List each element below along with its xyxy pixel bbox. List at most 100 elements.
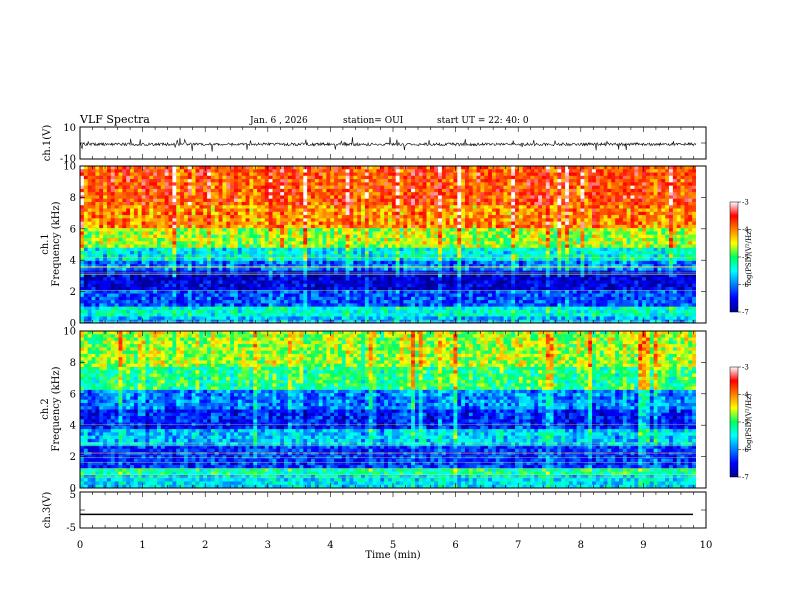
spectrogram-cell [310, 172, 316, 177]
spectrogram-cell [653, 244, 658, 249]
spectrogram-cell [210, 251, 216, 255]
spectrogram-cell [669, 257, 674, 262]
spectrogram-cell [226, 188, 231, 193]
spectrogram-cell [642, 221, 647, 226]
spectrogram-cell [153, 179, 158, 183]
spectrogram-cell [565, 195, 570, 200]
spectrogram-cell [249, 241, 254, 245]
spectrogram-cell [399, 185, 404, 190]
spectrogram-cell [249, 260, 254, 265]
spectrogram-cell [464, 175, 470, 180]
spectrogram-cell [307, 211, 312, 216]
spectrogram-cell [207, 228, 212, 232]
spectrogram-cell [480, 234, 485, 239]
spectrogram-cell [464, 188, 470, 193]
spectrogram-cell [434, 234, 439, 239]
spectrogram-cell [191, 224, 196, 229]
spectrogram-cell [126, 224, 131, 229]
spectrogram-cell [557, 169, 562, 173]
spectrogram-cell [464, 215, 470, 219]
spectrogram-cell [141, 251, 146, 255]
spectrogram-cell [361, 172, 366, 177]
spectrogram-cell [680, 166, 685, 170]
spectrogram-cell [272, 198, 277, 203]
spectrogram-cell [164, 251, 169, 255]
spectrogram-cell [299, 208, 304, 213]
spectrogram-cell [588, 215, 593, 219]
spectrogram-cell [484, 169, 489, 173]
spectrogram-cell [361, 195, 366, 200]
spectrogram-cell [103, 175, 108, 180]
spectrogram-cell [649, 192, 655, 196]
spectrogram-cell [218, 172, 223, 177]
spectrogram-cell [576, 218, 581, 222]
spectrogram-cell [118, 182, 123, 187]
spectrogram-cell [688, 172, 693, 177]
spectrogram-cell [230, 198, 235, 203]
spectrogram-cell [622, 244, 628, 249]
spectrogram-cell [103, 264, 108, 268]
spectrogram-cell [145, 195, 150, 200]
spectrogram-cell [611, 211, 616, 216]
spectrogram-cell [399, 182, 404, 187]
spectrogram-cell [592, 166, 597, 170]
spectrogram-cell [665, 254, 670, 258]
spectrogram-cell [341, 228, 347, 232]
spectrogram-cell [114, 175, 119, 180]
spectrogram-cell [91, 241, 96, 245]
spectrogram-cell [137, 244, 142, 249]
spectrogram-cell [230, 188, 235, 193]
spectrogram-cell [661, 192, 666, 196]
spectrogram-cell [83, 205, 89, 209]
spectrogram-cell [430, 175, 435, 180]
spectrogram-cell [426, 224, 431, 229]
spectrogram-cell [553, 182, 558, 187]
spectrogram-cell [499, 188, 504, 193]
spectrogram-cell [545, 192, 551, 196]
spectrogram-cell [114, 264, 119, 268]
spectrogram-cell [653, 195, 658, 200]
spectrogram-cell [449, 205, 454, 209]
spectrogram-cell [257, 218, 262, 222]
spectrogram-cell [349, 208, 354, 213]
spectrogram-cell [318, 237, 323, 242]
spectrogram-cell [630, 172, 635, 177]
spectrogram-cell [511, 260, 516, 265]
spectrogram-cell [688, 182, 693, 187]
spectrogram-cell [676, 185, 681, 190]
spectrogram-cell [345, 251, 350, 255]
spectrogram-cell [595, 221, 601, 226]
spectrogram-cell [114, 218, 119, 222]
spectrogram-cell [692, 244, 697, 249]
spectrogram-cell [195, 254, 200, 258]
spectrogram-cell [249, 175, 254, 180]
spectrogram-cell [680, 175, 685, 180]
spectrogram-cell [384, 215, 389, 219]
spectrogram-cell [391, 218, 397, 222]
spectrogram-cell [599, 231, 604, 236]
spectrogram-cell [665, 221, 670, 226]
spectrogram-cell [484, 215, 489, 219]
spectrogram-cell [318, 188, 323, 193]
spectrogram-cell [172, 260, 177, 265]
spectrogram-cell [207, 198, 212, 203]
spectrogram-cell [688, 188, 693, 193]
spectrogram-cell [168, 251, 173, 255]
spectrogram-cell [234, 169, 239, 173]
spectrogram-cell [249, 218, 254, 222]
spectrogram-cell [361, 185, 366, 190]
spectrogram-cell [449, 237, 454, 242]
spectrogram-cell [272, 228, 277, 232]
spectrogram-cell [445, 179, 450, 183]
spectrogram-cell [160, 264, 166, 268]
spectrogram-cell [218, 175, 223, 180]
spectrogram-cell [391, 192, 397, 196]
spectrogram-cell [403, 228, 408, 232]
spectrogram-cell [322, 260, 327, 265]
spectrogram-cell [387, 179, 393, 183]
spectrogram-cell [395, 254, 400, 258]
spectrogram-cell [314, 264, 320, 268]
spectrogram-cell [584, 215, 589, 219]
spectrogram-cell [199, 218, 204, 222]
spectrogram-cell [688, 228, 693, 232]
